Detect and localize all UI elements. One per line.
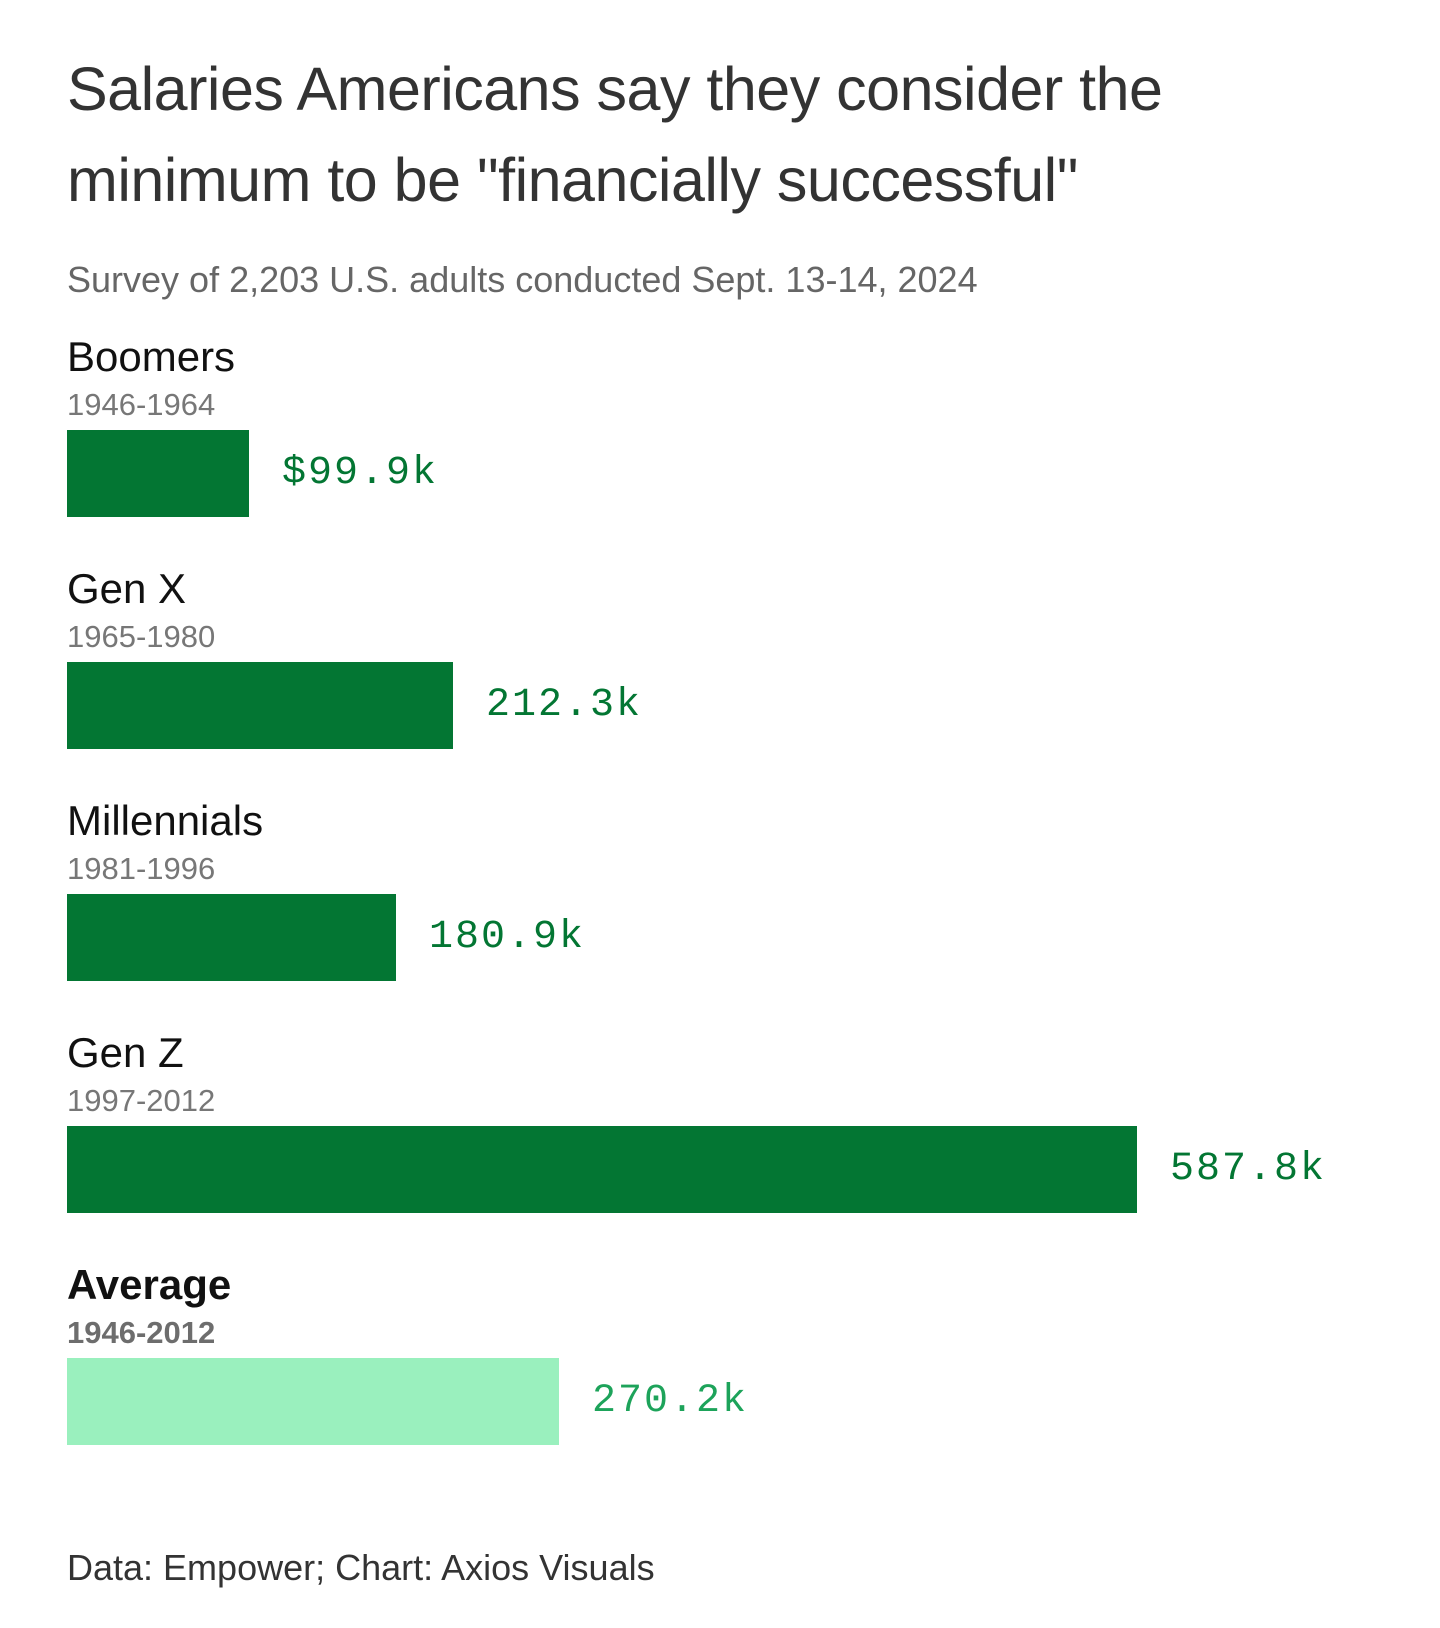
bar-value-label: 180.9k <box>429 915 586 960</box>
bar-chart: Boomers 1946-1964 $99.9k Gen X 1965-1980 212.… <box>0 330 1440 1500</box>
category-years-label: 1997-2012 <box>67 1083 216 1118</box>
average-bar <box>67 1358 559 1445</box>
data-bar <box>67 1126 1137 1213</box>
data-bar <box>67 662 453 749</box>
bar-value-label: $99.9k <box>282 451 439 496</box>
data-bar <box>67 430 249 517</box>
chart-subtitle: Survey of 2,203 U.S. adults conducted Se… <box>67 259 978 300</box>
chart-title: Salaries Americans say they consider the… <box>67 55 1163 214</box>
bar-value-label: 270.2k <box>592 1379 749 1424</box>
category-years-label: 1946-1964 <box>67 387 216 422</box>
category-years-label: 1946-2012 <box>67 1315 216 1350</box>
category-label: Boomers <box>67 333 236 380</box>
bar-value-label: 587.8k <box>1170 1147 1327 1192</box>
data-bar <box>67 894 396 981</box>
category-label: Gen X <box>67 565 187 612</box>
category-label: Average <box>67 1261 232 1308</box>
source-note: Data: Empower; Chart: Axios Visuals <box>67 1547 655 1588</box>
bar-value-label: 212.3k <box>486 683 643 728</box>
category-years-label: 1965-1980 <box>67 619 216 654</box>
category-years-label: 1981-1996 <box>67 851 216 886</box>
category-label: Millennials <box>67 797 264 844</box>
category-label: Gen Z <box>67 1029 184 1076</box>
